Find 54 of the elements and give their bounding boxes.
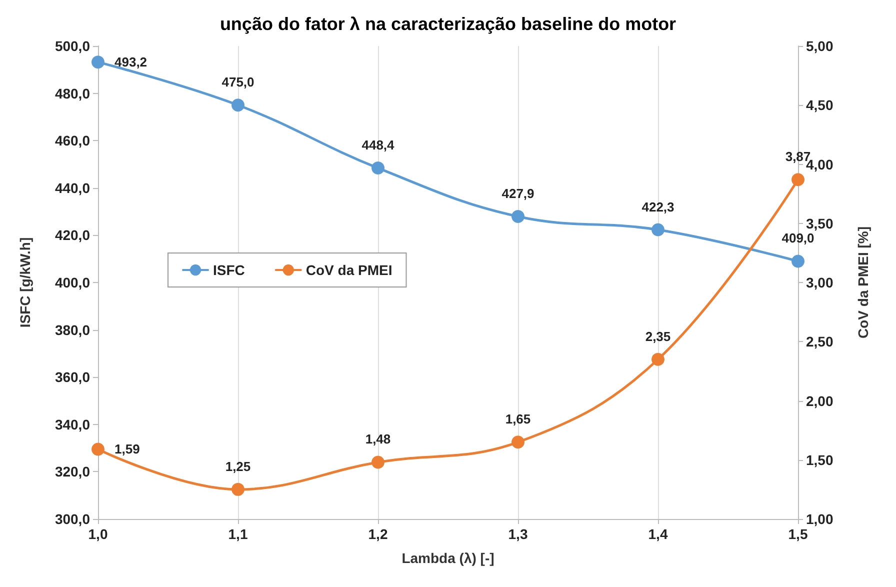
point: [652, 352, 664, 366]
point: [92, 442, 104, 456]
y-axis-title: ISFC [g/kW.h]: [17, 237, 33, 328]
chart-title: unção do fator λ na caracterização baseline do motor: [220, 14, 676, 34]
point: [512, 436, 524, 449]
x-axis-title: Lambda (λ) [-]: [402, 550, 494, 566]
point: [372, 456, 384, 469]
x-tick-label: 1,4: [648, 526, 668, 542]
y2-axis-title: CoV da PMEI [%]: [855, 226, 871, 339]
y2-tick-label: 3,50: [806, 215, 834, 232]
point: [792, 254, 804, 268]
y2-tick-label: 5,00: [806, 38, 834, 54]
data-label: 1,59: [114, 442, 140, 457]
y-tick-label: 300,0: [54, 511, 90, 527]
data-label: 493,2: [114, 54, 148, 70]
point: [792, 173, 804, 186]
y-tick-label: 420,0: [54, 227, 90, 244]
data-label: 2,35: [645, 328, 671, 344]
data-label: 427,9: [502, 186, 534, 202]
point: [232, 482, 244, 496]
y-tick-label: 440,0: [54, 180, 90, 196]
y-tick-label: 380,0: [54, 322, 90, 338]
x-tick-label: 1,5: [788, 526, 808, 542]
y-tick-label: 460,0: [54, 132, 90, 149]
y-tick-label: 360,0: [54, 369, 90, 386]
data-label: 448,4: [362, 138, 396, 153]
legend-label: CoV da PMEI: [306, 262, 392, 278]
point: [232, 98, 244, 112]
data-label: 1,48: [365, 432, 391, 447]
data-label: 409,0: [782, 230, 814, 246]
data-label: 1,65: [505, 412, 531, 427]
y2-tick-label: 2,50: [806, 334, 834, 350]
data-label: 475,0: [222, 74, 254, 90]
point: [92, 56, 104, 69]
y-tick-label: 340,0: [54, 416, 90, 432]
point: [512, 210, 524, 224]
data-label: 422,3: [642, 199, 674, 214]
legend-label: ISFC: [213, 262, 245, 278]
y2-tick-label: 3,00: [806, 274, 834, 290]
y2-tick-label: 4,50: [806, 97, 834, 114]
y-tick-label: 480,0: [54, 85, 90, 102]
x-tick-label: 1,2: [368, 526, 388, 542]
data-label: 1,25: [225, 458, 251, 474]
x-tick-label: 1,3: [508, 526, 528, 542]
y-tick-label: 500,0: [54, 38, 90, 54]
point: [652, 223, 664, 236]
x-tick-label: 1,0: [88, 526, 108, 542]
y2-tick-label: 1,50: [806, 452, 834, 468]
point: [372, 162, 384, 175]
y2-tick-label: 1,00: [806, 511, 834, 527]
y-tick-label: 400,0: [54, 274, 90, 290]
x-tick-label: 1,1: [228, 526, 248, 542]
y-tick-label: 320,0: [54, 464, 90, 480]
y2-tick-label: 2,00: [806, 392, 834, 409]
